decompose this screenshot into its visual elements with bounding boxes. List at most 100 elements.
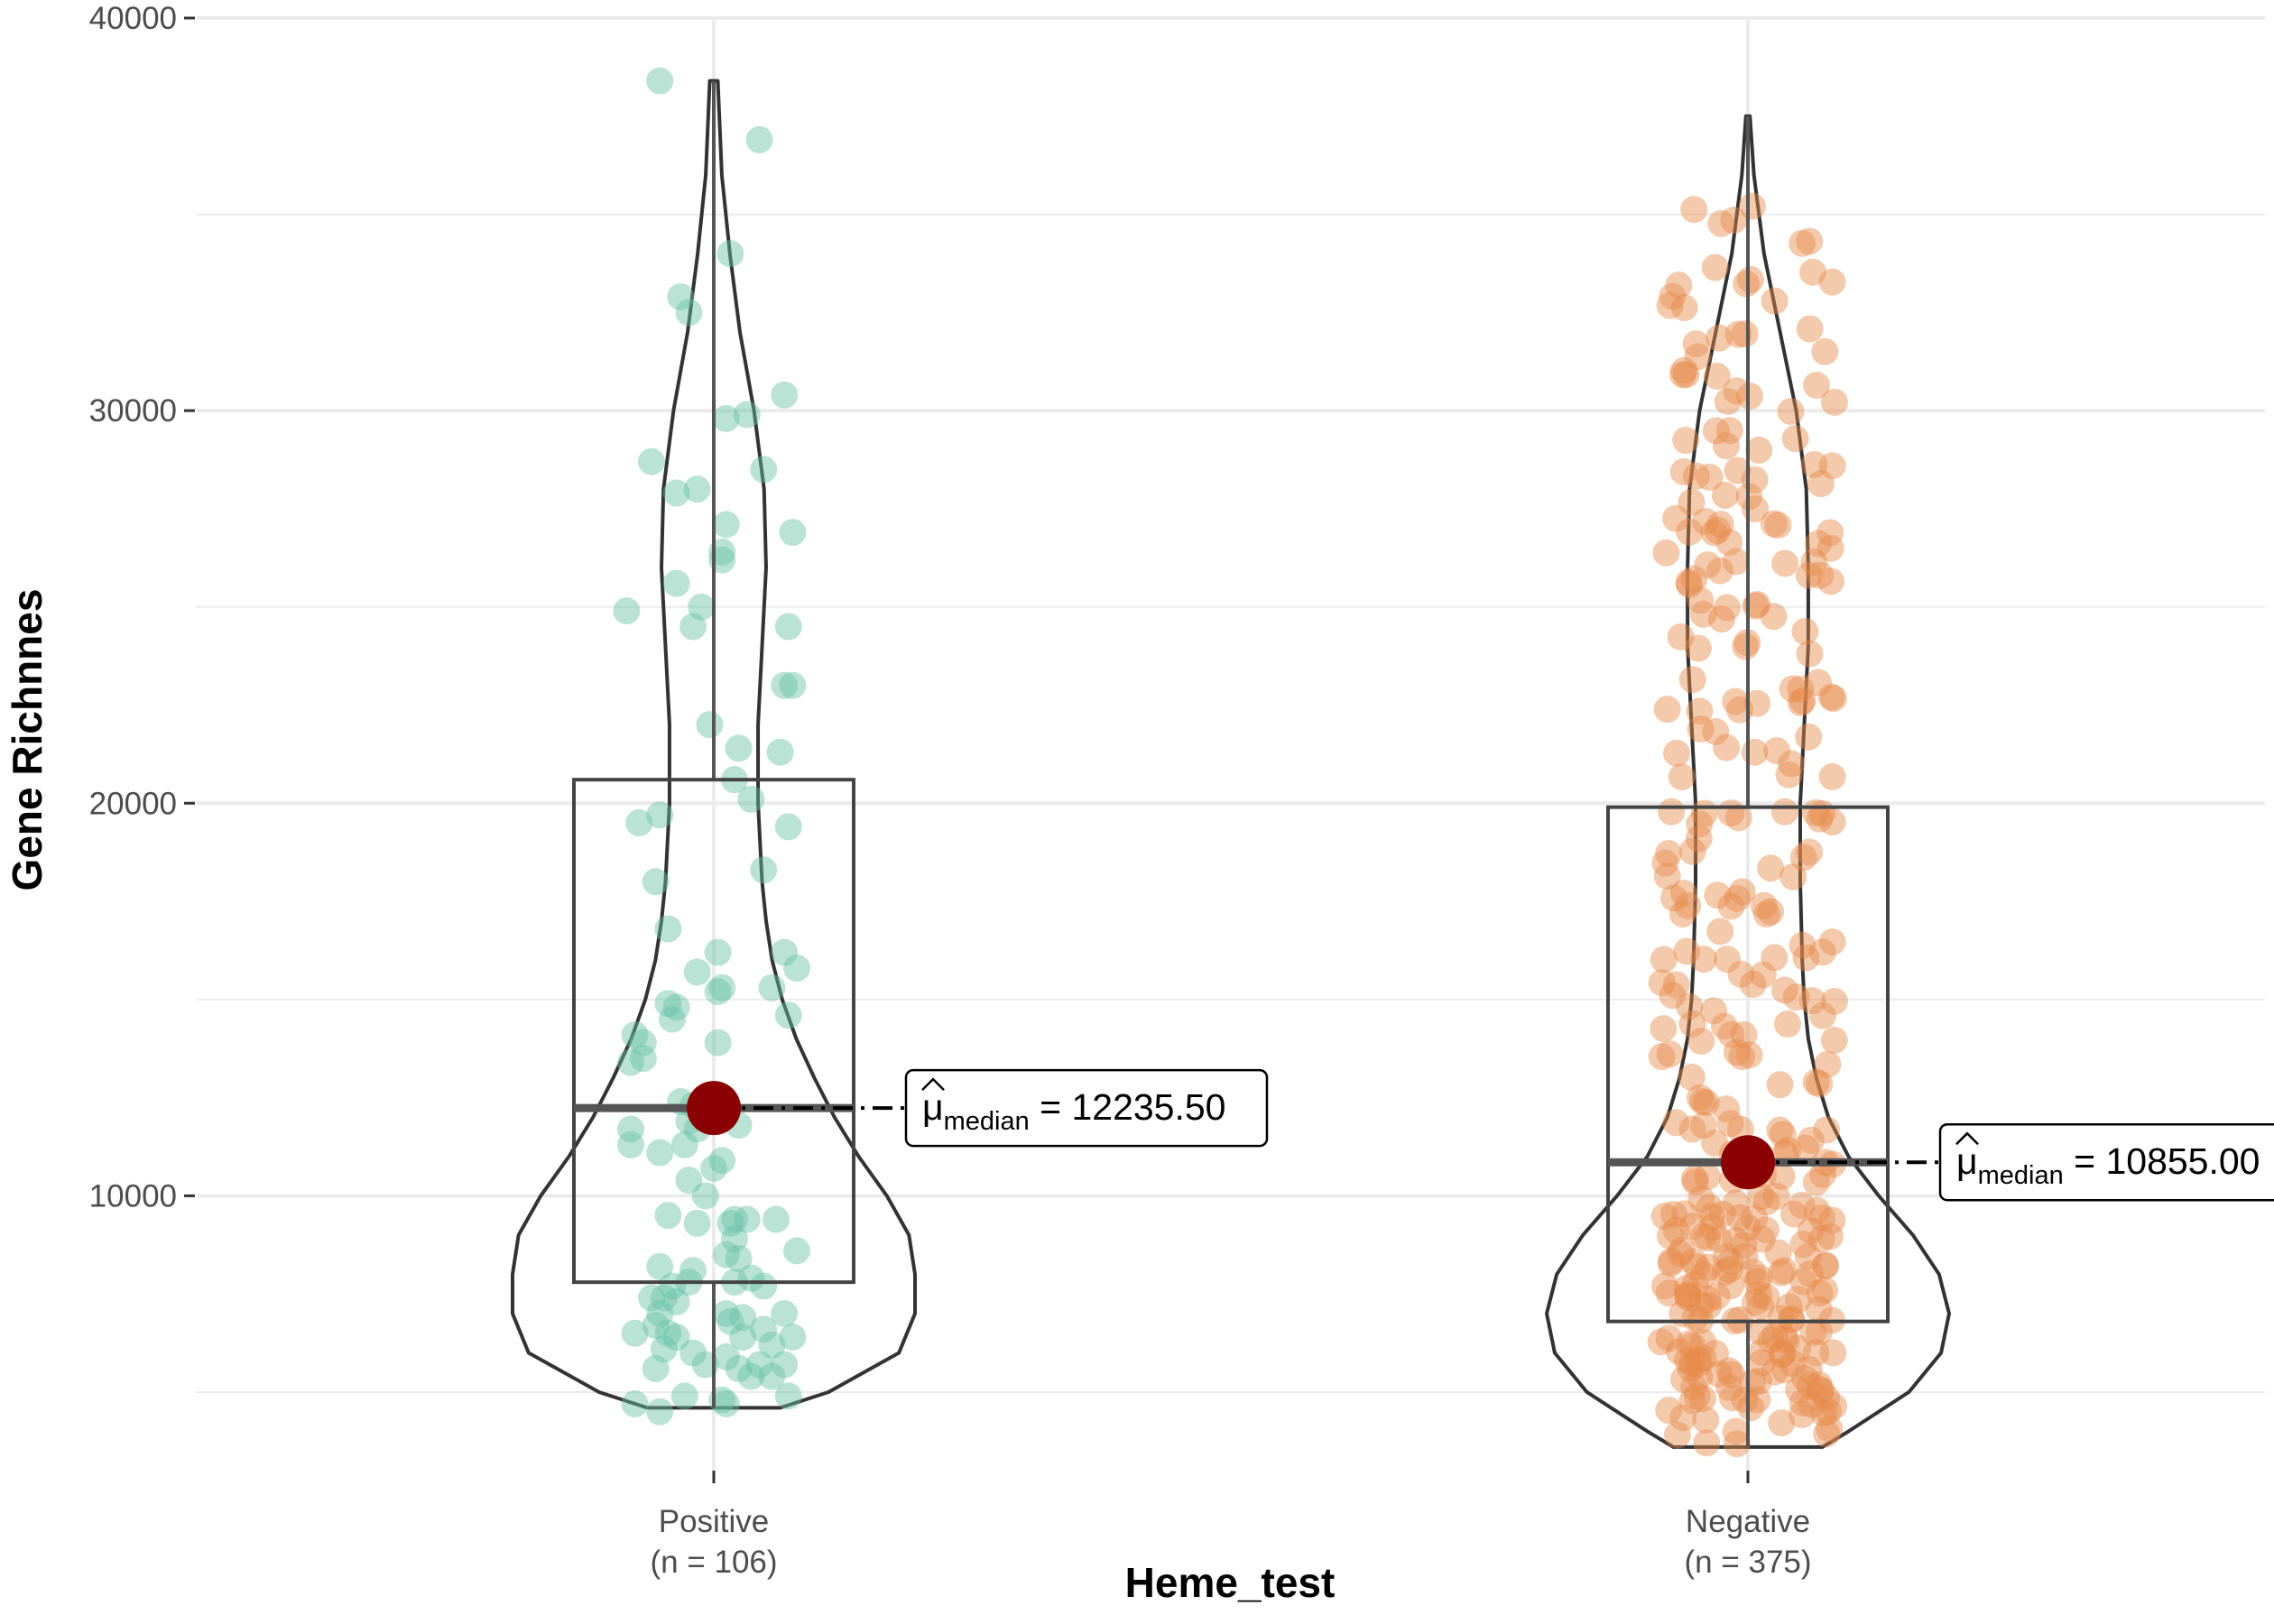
data-point — [1779, 675, 1807, 703]
data-point — [1711, 1259, 1739, 1287]
data-point — [1762, 1182, 1790, 1210]
x-axis-title: Heme_test — [1125, 1559, 1336, 1606]
data-point — [1766, 1071, 1794, 1099]
data-point — [1818, 807, 1846, 835]
data-point — [662, 1287, 690, 1315]
data-point — [1770, 976, 1798, 1004]
data-point — [1656, 1222, 1684, 1250]
data-point — [1656, 291, 1684, 319]
data-point — [1747, 1183, 1775, 1211]
data-point — [1689, 1329, 1717, 1357]
data-point — [1663, 1421, 1691, 1449]
data-point — [621, 1390, 649, 1418]
data-point — [1717, 1020, 1745, 1048]
data-point — [1685, 1350, 1713, 1378]
jitter-points — [613, 67, 1849, 1458]
data-point — [1752, 1216, 1779, 1244]
data-point — [1677, 1355, 1705, 1383]
data-point — [621, 1319, 649, 1347]
data-point — [1816, 1223, 1844, 1250]
data-point — [1678, 1332, 1706, 1360]
data-point — [1784, 1286, 1812, 1314]
data-point — [1770, 1257, 1798, 1285]
data-point — [1680, 196, 1708, 224]
data-point — [1668, 763, 1696, 791]
data-point — [745, 1351, 773, 1379]
x-tick-n-label: (n = 375) — [1684, 1545, 1811, 1580]
data-point — [1772, 1327, 1800, 1355]
mu-hat — [1955, 1131, 1979, 1146]
data-point — [1706, 557, 1734, 585]
data-point — [650, 1284, 678, 1312]
data-point — [1731, 1386, 1759, 1414]
data-point — [1686, 810, 1714, 838]
data-point — [1678, 1387, 1706, 1415]
data-point — [646, 1139, 674, 1167]
data-point — [1715, 1357, 1743, 1385]
data-point — [716, 1209, 744, 1237]
data-point — [679, 1257, 707, 1285]
data-point — [1760, 510, 1788, 538]
data-point — [1745, 1264, 1773, 1292]
data-point — [1717, 1272, 1745, 1300]
data-point — [1681, 1304, 1709, 1332]
data-point — [1714, 594, 1742, 622]
y-tick-label: 20000 — [89, 786, 177, 821]
data-point — [1693, 1429, 1721, 1457]
data-point — [1666, 1240, 1694, 1268]
data-point — [1653, 696, 1681, 724]
data-point — [1731, 320, 1759, 348]
data-point — [771, 1351, 799, 1379]
data-point — [1806, 805, 1834, 833]
data-point — [1797, 1126, 1825, 1154]
data-point — [1674, 1281, 1702, 1309]
data-point — [771, 381, 799, 409]
data-point — [1742, 1288, 1770, 1316]
data-point — [704, 978, 732, 1006]
data-point — [771, 671, 799, 699]
data-point — [1689, 1223, 1717, 1250]
data-point — [1674, 1284, 1702, 1312]
data-point — [1723, 377, 1751, 405]
data-point — [1706, 1361, 1733, 1389]
data-point — [1713, 946, 1741, 973]
data-point — [659, 1005, 686, 1033]
data-point — [1722, 1226, 1750, 1254]
data-point — [1806, 1278, 1834, 1306]
data-point — [1691, 507, 1719, 535]
data-point — [1802, 1168, 1830, 1196]
data-point — [783, 1237, 810, 1265]
data-point — [1813, 1384, 1841, 1412]
data-point — [650, 1335, 678, 1363]
data-point — [642, 868, 670, 896]
data-point — [1662, 504, 1690, 532]
data-point — [683, 958, 711, 986]
data-point — [1655, 1324, 1683, 1352]
data-point — [1820, 1026, 1848, 1054]
data-point — [629, 1029, 657, 1057]
data-point — [662, 569, 690, 597]
data-point — [1678, 488, 1706, 516]
data-point — [1701, 254, 1729, 281]
data-point — [1818, 452, 1846, 480]
data-point — [1778, 1306, 1806, 1333]
data-point — [1713, 734, 1741, 761]
data-point — [1676, 571, 1704, 599]
data-point — [1814, 1398, 1842, 1426]
data-point — [1722, 548, 1750, 576]
data-point — [1701, 1129, 1729, 1157]
data-point — [716, 240, 744, 268]
data-point — [716, 1307, 744, 1335]
data-point — [1799, 1318, 1827, 1346]
data-point — [1743, 1386, 1771, 1414]
data-point — [725, 1354, 753, 1382]
data-point — [1656, 1040, 1684, 1068]
data-point — [1807, 1225, 1835, 1253]
data-point — [1672, 361, 1700, 389]
data-point — [1689, 1344, 1717, 1372]
data-point — [1757, 854, 1785, 882]
data-point — [1696, 463, 1724, 491]
median-annotations: μmedian = 12235.50 μmedian = 10855.00 — [687, 1068, 2274, 1202]
data-point — [712, 1390, 740, 1418]
data-point — [1752, 1283, 1780, 1311]
